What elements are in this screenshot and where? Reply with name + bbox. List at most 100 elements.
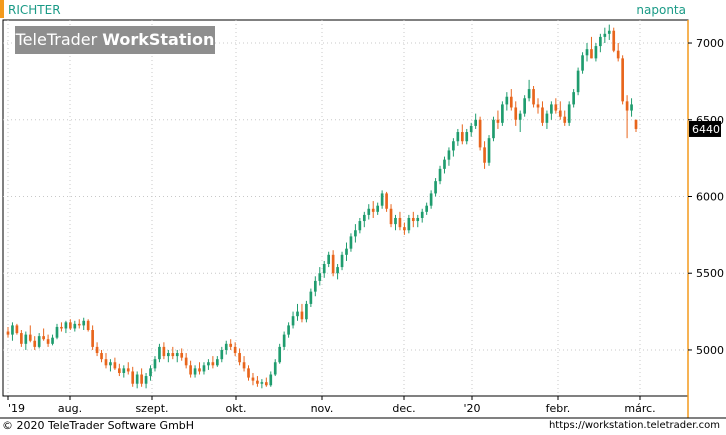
candle-body (77, 323, 81, 326)
candle-body (407, 217, 411, 231)
candle-body (447, 150, 451, 160)
candle-body (630, 104, 633, 111)
candle-body (550, 104, 553, 114)
candle-body (238, 353, 241, 363)
candle-body (536, 104, 540, 108)
candle-body (171, 353, 175, 357)
candle-body (100, 353, 103, 360)
candle-body (184, 357, 188, 366)
candle-body (345, 248, 348, 255)
candle-body (443, 159, 446, 169)
candle-body (122, 368, 126, 373)
x-tick-label: aug. (58, 402, 82, 415)
candle-body (278, 346, 282, 363)
candle-body (541, 107, 544, 123)
candle-body (24, 334, 28, 344)
x-tick-label: dec. (392, 402, 415, 415)
candle-body (478, 119, 482, 148)
source-url[interactable]: https://workstation.teletrader.com (548, 420, 720, 431)
copyright-text: © 2020 TeleTrader Software GmbH (2, 419, 195, 432)
candle-body (91, 330, 94, 347)
candle-body (501, 104, 504, 123)
candle-body (505, 96, 509, 105)
candle-body (291, 316, 295, 326)
candle-body (581, 55, 584, 71)
candle-body (135, 374, 139, 384)
candle-body (509, 96, 513, 108)
candle-body (380, 193, 384, 206)
candle-body (64, 322, 68, 329)
candle-body (6, 331, 10, 335)
candle-body (616, 50, 620, 59)
candle-body (429, 193, 433, 206)
candle-body (220, 349, 224, 360)
x-tick-label: '20 (463, 402, 480, 415)
candle-body (469, 125, 473, 133)
candle-body (376, 205, 380, 212)
candle-body (113, 362, 117, 369)
candle-body (118, 368, 121, 373)
candle-body (420, 211, 424, 218)
candle-body (527, 89, 531, 99)
candle-body (567, 104, 571, 123)
logo-text-part1: TeleTrader (15, 30, 103, 49)
candle-body (273, 362, 277, 375)
candle-body (327, 254, 331, 265)
y-tick-label: 5000 (696, 344, 724, 357)
candle-body (46, 339, 50, 344)
candle-body (403, 227, 406, 231)
candle-body (193, 368, 197, 375)
candle-body (496, 119, 500, 123)
candle-body (296, 311, 299, 317)
candle-body (340, 254, 344, 268)
x-tick-label: febr. (546, 402, 571, 415)
candle-body (42, 336, 45, 340)
last-price-box (689, 120, 721, 137)
candle-body (518, 113, 522, 120)
candle-body (398, 217, 402, 228)
candle-body (599, 36, 602, 47)
candle-body (389, 208, 393, 225)
x-tick-label: '19 (8, 402, 25, 415)
candle-body (305, 303, 308, 320)
candle-body (104, 359, 108, 366)
candle-body (563, 116, 567, 123)
symbol-label: RICHTER (8, 3, 61, 17)
candle-body (554, 104, 558, 111)
candle-body (300, 311, 304, 320)
candle-body (309, 291, 313, 304)
last-price-label: 6440 (692, 123, 720, 136)
candle-body (33, 340, 37, 347)
candle-body (60, 326, 63, 329)
candle-body (95, 346, 99, 354)
candle-body (434, 181, 437, 194)
candle-body (82, 320, 86, 326)
x-tick-label: márc. (624, 402, 655, 415)
y-tick-label: 7000 (696, 37, 724, 50)
candle-body (532, 89, 535, 105)
candle-body (28, 334, 32, 341)
candle-body (233, 346, 237, 354)
candle-body (487, 138, 491, 163)
candle-body (523, 98, 526, 114)
period-label: naponta (636, 3, 686, 17)
candle-body (452, 141, 455, 151)
candle-body (411, 217, 415, 222)
candle-body (224, 343, 228, 350)
candle-body (367, 208, 371, 215)
candle-body (140, 374, 143, 384)
candle-body (572, 92, 575, 105)
candle-body (198, 368, 201, 372)
candle-body (69, 322, 72, 329)
candle-body (318, 273, 322, 281)
candle-body (371, 208, 375, 212)
candle-body (313, 280, 317, 292)
candle-body (158, 346, 161, 360)
candle-body (282, 334, 286, 347)
candle-body (207, 362, 210, 366)
candle-body (349, 236, 353, 249)
y-tick-label: 6000 (696, 190, 724, 203)
candle-body (438, 168, 442, 182)
candle-body (590, 49, 593, 59)
